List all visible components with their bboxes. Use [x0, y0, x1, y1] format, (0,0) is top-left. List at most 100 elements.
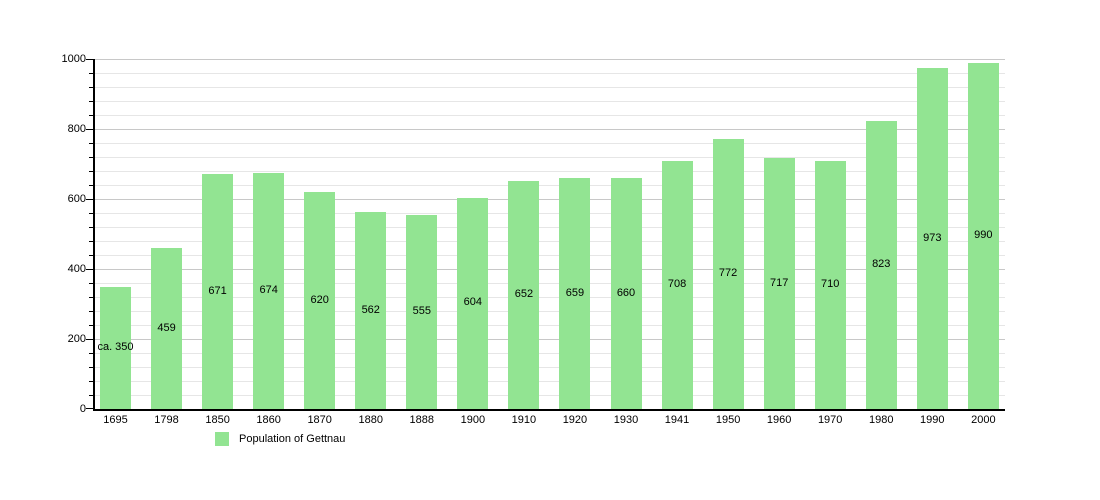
x-axis-label: 1860: [256, 414, 281, 426]
y-axis-major-tick: [86, 129, 93, 130]
plot-area: 0 200 400 600 800 1000 ca. 350 1695 459 1798 671 18…: [62, 53, 1005, 426]
bar-value-label: 660: [616, 286, 636, 299]
y-axis-label: 400: [67, 263, 86, 275]
x-axis-label: 1970: [817, 414, 843, 426]
y-axis-minor-tick: [89, 143, 93, 144]
legend: Population of Gettnau: [215, 431, 345, 447]
gridline-minor: [95, 157, 1005, 158]
gridline-minor: [95, 101, 1005, 102]
gridline-minor: [95, 311, 1005, 312]
bar-value-label: 555: [412, 304, 431, 317]
y-axis-label: 600: [67, 193, 86, 205]
bar-value-label: 652: [514, 287, 534, 300]
bar-value-label: 459: [157, 321, 176, 334]
y-axis-minor-tick: [89, 171, 93, 172]
bar-2000: [967, 62, 999, 409]
x-axis-label: 1870: [307, 414, 332, 426]
y-axis-minor-tick: [89, 353, 93, 354]
bar-1798: [151, 248, 183, 409]
bar-1860: [253, 173, 285, 409]
gridline-minor: [95, 367, 1005, 368]
y-axis-major-tick: [86, 59, 93, 60]
gridline-minor: [95, 283, 1005, 284]
bar-1695: [100, 286, 131, 409]
y-axis-label: 800: [67, 123, 86, 135]
y-axis-minor-tick: [89, 381, 93, 382]
bar-value-label: 710: [821, 277, 840, 290]
y-axis-minor-tick: [89, 227, 93, 228]
gridline-minor: [95, 143, 1005, 144]
x-axis-label: 1850: [205, 414, 230, 426]
x-axis-label: 1798: [154, 414, 179, 426]
bar-1920: [559, 178, 591, 409]
x-axis-label: 1960: [766, 414, 792, 426]
gridline-major: [95, 59, 1005, 60]
x-axis-label: 1880: [358, 414, 383, 426]
bar-value-label: 823: [872, 257, 891, 270]
bar-value-label: 772: [718, 266, 738, 279]
bar-value-label: 674: [259, 284, 278, 297]
y-axis-major-tick: [86, 408, 93, 409]
x-axis-label: 1920: [562, 414, 588, 426]
gridline-minor: [95, 381, 1005, 382]
bar-1941: [661, 161, 693, 409]
bar-value-label: 604: [463, 296, 483, 309]
gridline-major: [95, 269, 1005, 270]
bar-value-label: 671: [208, 284, 227, 297]
gridline-major: [95, 199, 1005, 200]
y-axis-label: 0: [79, 403, 86, 415]
bar-1900: [457, 197, 489, 409]
bar-1980: [865, 120, 897, 409]
x-axis-label: 1900: [460, 414, 486, 426]
y-axis-minor-tick: [89, 325, 93, 326]
gridline-major: [95, 339, 1005, 340]
y-axis-minor-tick: [89, 87, 93, 88]
y-axis-major-tick: [86, 339, 93, 340]
gridline-minor: [95, 325, 1005, 326]
y-axis-minor-tick: [89, 157, 93, 158]
y-axis-minor-tick: [89, 241, 93, 242]
legend-label: Population of Gettnau: [239, 433, 346, 445]
gridline-minor: [95, 185, 1005, 186]
y-axis-minor-tick: [89, 283, 93, 284]
gridline-minor: [95, 87, 1005, 88]
bar-1970: [814, 160, 846, 409]
bar-1888: [406, 214, 438, 409]
bar-1910: [508, 180, 540, 409]
x-axis-label: 1990: [920, 414, 945, 426]
y-axis-minor-tick: [89, 73, 93, 74]
x-axis-label: 1941: [664, 414, 690, 426]
gridline-minor: [95, 353, 1005, 354]
y-axis-minor-tick: [89, 101, 93, 102]
gridline-major: [95, 129, 1005, 130]
y-axis-major-tick: [86, 269, 93, 270]
y-axis-minor-tick: [89, 255, 93, 256]
y-axis-major-tick: [86, 199, 93, 200]
x-axis-label: 1950: [715, 414, 741, 426]
y-axis-minor-tick: [89, 297, 93, 298]
gridline-minor: [95, 227, 1005, 228]
y-axis-minor-tick: [89, 395, 93, 396]
bar-value-label: ca. 350: [97, 340, 134, 353]
bar-1850: [202, 174, 234, 409]
bar-value-label: 659: [565, 286, 585, 299]
x-axis-label: 1930: [613, 414, 639, 426]
y-axis-minor-tick: [89, 213, 93, 214]
legend-swatch: [215, 432, 229, 446]
y-axis-label: 1000: [61, 53, 86, 65]
gridline-minor: [95, 241, 1005, 242]
bar-1880: [355, 212, 387, 409]
bar-value-label: 973: [923, 231, 942, 244]
gridline-minor: [95, 213, 1005, 214]
bar-1990: [916, 68, 948, 409]
gridline-minor: [95, 115, 1005, 116]
gridline-minor: [95, 255, 1005, 256]
gridline-minor: [95, 171, 1005, 172]
bar-1930: [610, 178, 642, 409]
bar-1950: [712, 138, 744, 409]
y-axis-label: 200: [67, 333, 86, 345]
x-axis-label: 1695: [103, 414, 128, 426]
x-axis-label: 2000: [971, 414, 996, 426]
x-axis-label: 1888: [409, 414, 435, 426]
